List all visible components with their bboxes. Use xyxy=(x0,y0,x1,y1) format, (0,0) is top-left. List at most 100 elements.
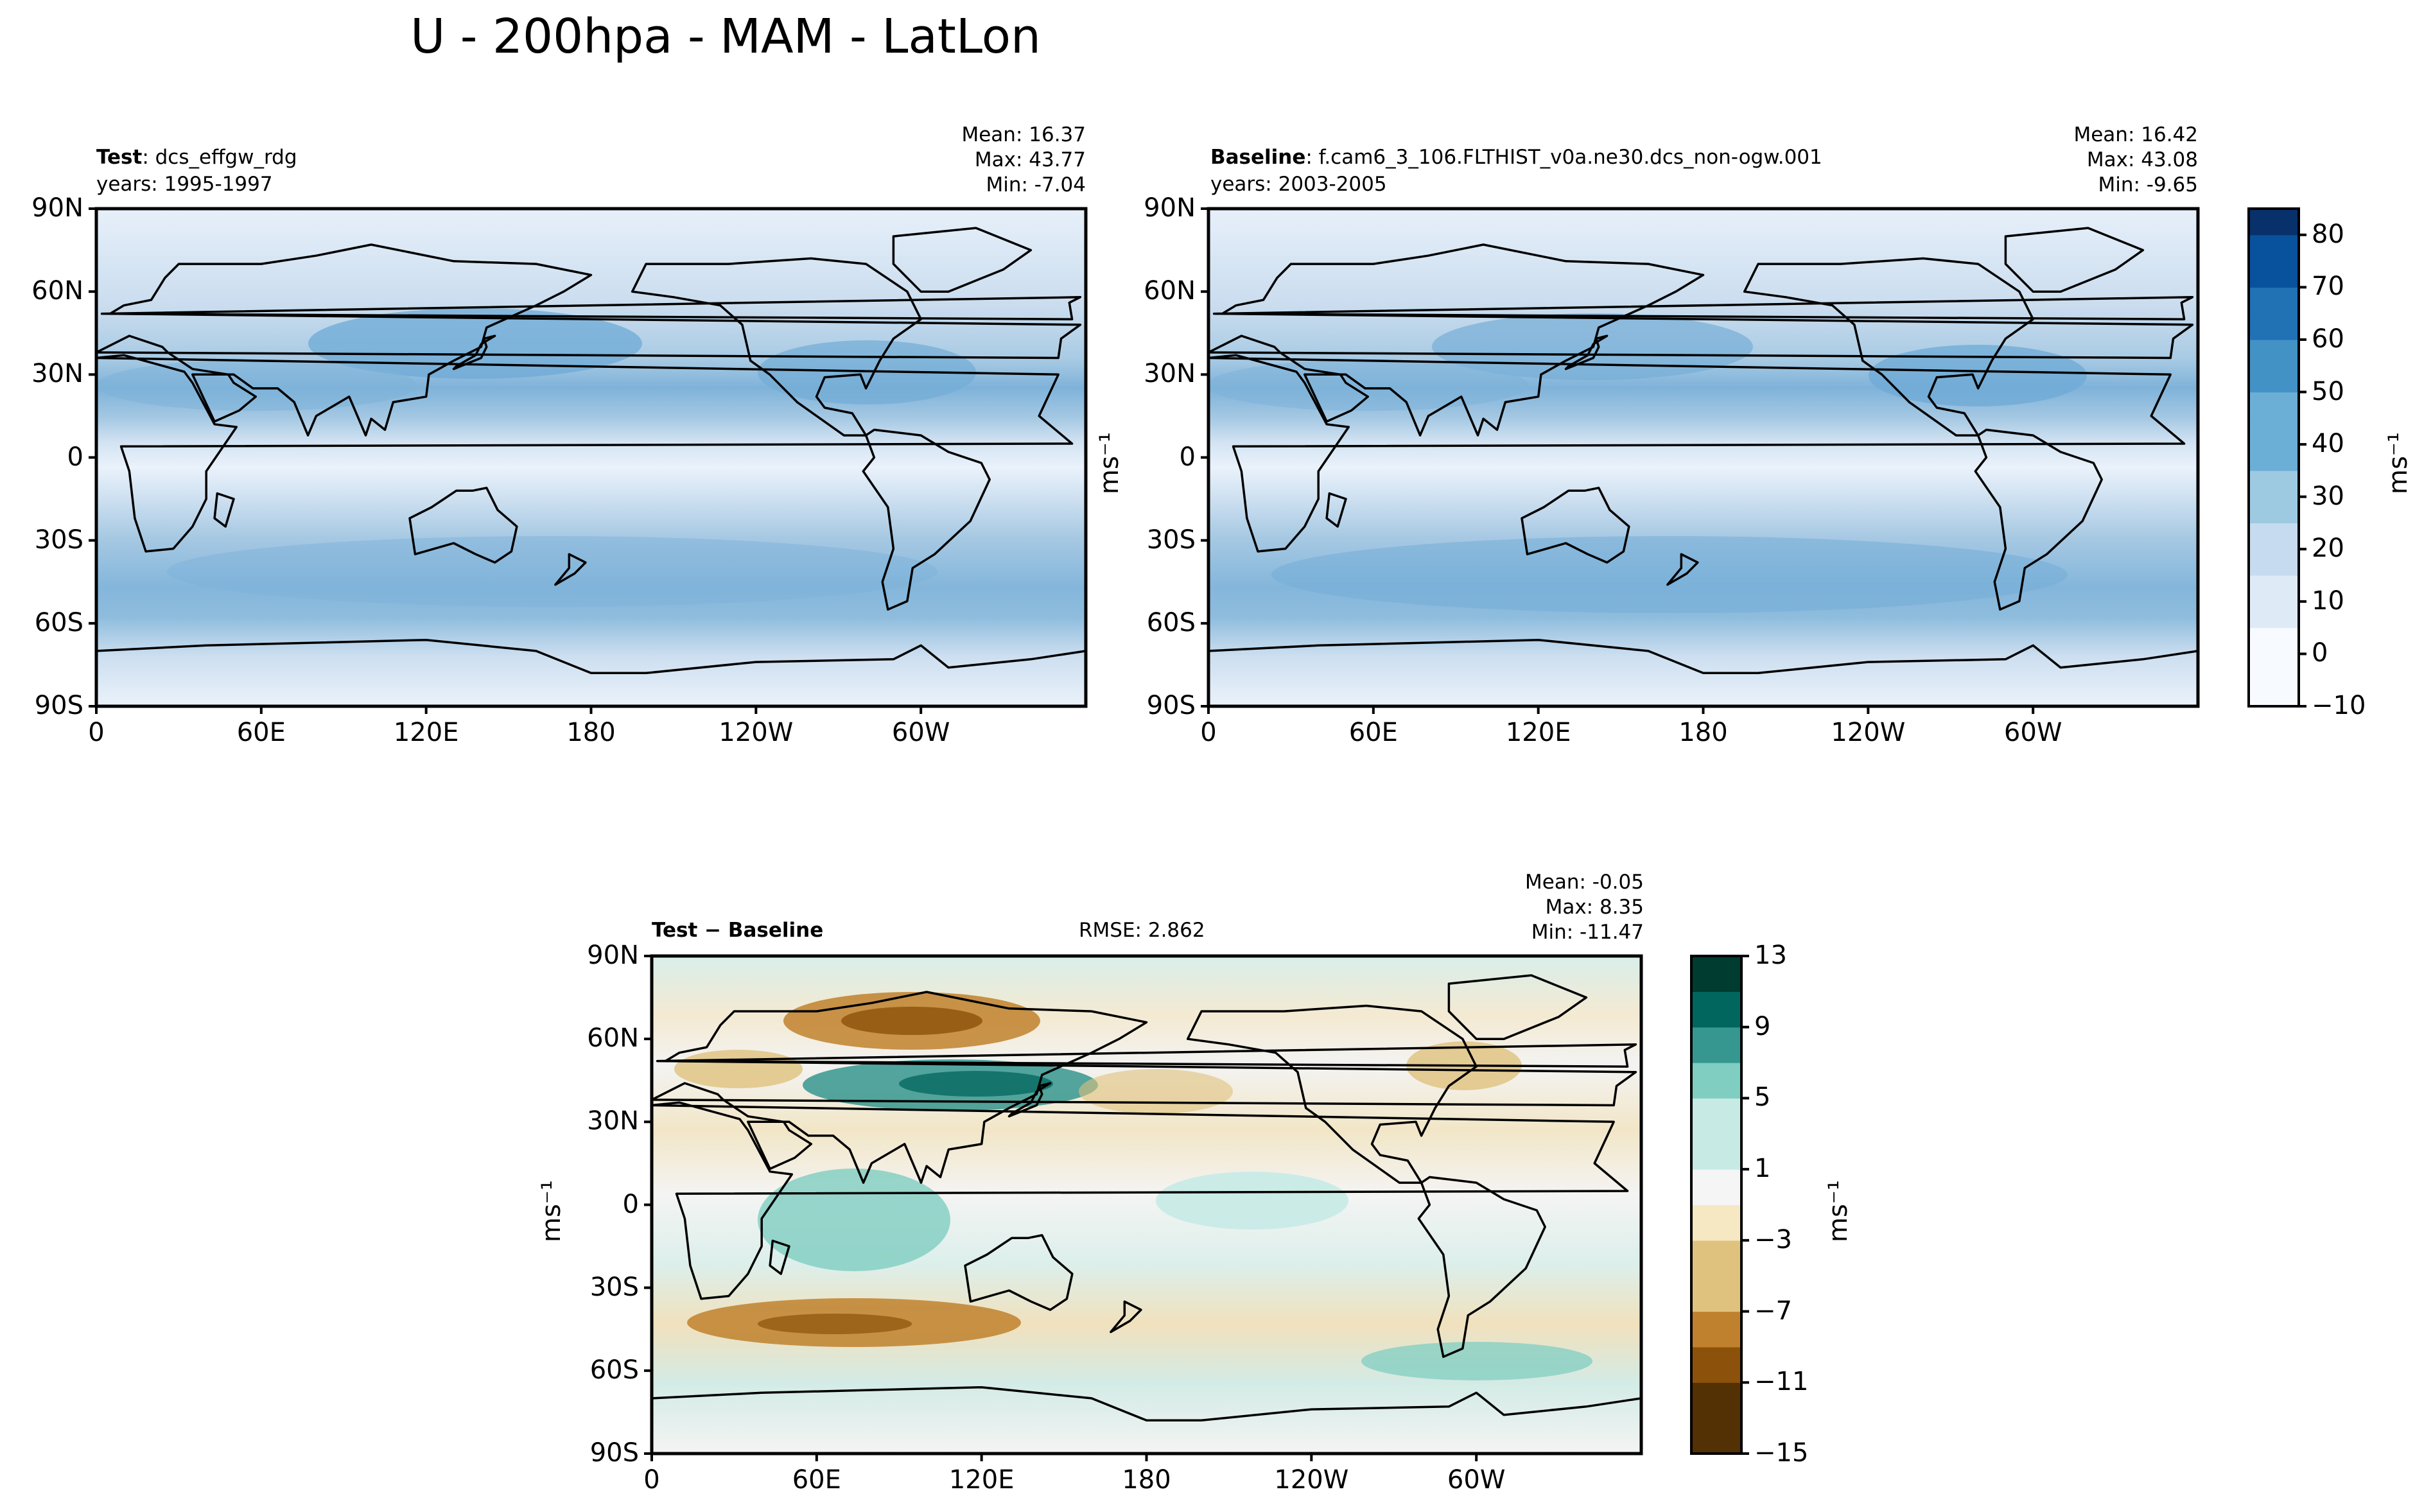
diff-xtick-label: 60E xyxy=(792,1465,841,1495)
baseline-coast-namerica xyxy=(1743,257,2034,437)
seq-colorbar-tick-label: 30 xyxy=(2312,481,2344,511)
div-colorbar-tick-label: 9 xyxy=(1754,1011,1771,1041)
diff-coast-japan xyxy=(1007,1082,1052,1118)
baseline-label-bold: Baseline xyxy=(1210,146,1306,169)
baseline-jet-africa xyxy=(1207,360,1528,411)
baseline-xtick-label: 60W xyxy=(2003,718,2062,747)
div-colorbar-band xyxy=(1691,1204,1741,1241)
test-max: Max: 43.77 xyxy=(974,148,1086,171)
diff-coast-eurasia xyxy=(650,991,1637,1184)
seq-colorbar-band xyxy=(2249,444,2299,471)
seq-colorbar-band xyxy=(2249,575,2299,602)
div-colorbar-band xyxy=(1691,1311,1741,1348)
seq-colorbar-band xyxy=(2249,209,2299,236)
baseline-coast-madagascar xyxy=(1325,492,1347,528)
seq-colorbar-tick-label: 0 xyxy=(2312,638,2328,668)
test-xtick-label: 0 xyxy=(88,718,105,747)
diff-min: Min: -11.47 xyxy=(1531,921,1644,944)
baseline-coast-africa xyxy=(1207,354,2186,553)
test-map-field xyxy=(96,209,1086,706)
seq-colorbar-band xyxy=(2249,234,2299,262)
test-ytick-label: 90S xyxy=(34,691,83,720)
diff-blob-europe-neg xyxy=(674,1050,803,1088)
baseline-map xyxy=(1207,207,2200,708)
diff-blob-south-core xyxy=(758,1314,912,1334)
div-colorbar-band xyxy=(1691,1133,1741,1170)
seq-colorbar-band xyxy=(2249,601,2299,629)
seq-colorbar-band xyxy=(2249,313,2299,340)
test-coast-madagascar xyxy=(213,492,235,528)
test-coast-samerica xyxy=(862,428,991,611)
div-colorbar-tick-label: −7 xyxy=(1754,1296,1792,1326)
diff-label: Test − Baseline xyxy=(652,919,823,942)
test-map xyxy=(94,207,1088,708)
test-coast-africa xyxy=(95,354,1074,553)
baseline-ytick-label: 60N xyxy=(1144,276,1196,306)
div-colorbar-band xyxy=(1691,956,1741,992)
seq-colorbar-frame xyxy=(2247,207,2300,708)
diff-blob-asia-core xyxy=(899,1071,1053,1097)
test-ytick-label: 0 xyxy=(67,442,83,472)
diff-xtick-label: 60W xyxy=(1447,1465,1506,1495)
div-colorbar-tick-label: 5 xyxy=(1754,1082,1771,1113)
seq-colorbar-band xyxy=(2249,680,2299,707)
diff-coastlines xyxy=(650,974,1643,1455)
div-colorbar-band xyxy=(1691,1240,1741,1276)
diff-rmse: RMSE: 2.862 xyxy=(1079,919,1205,942)
baseline-jet-atlantic xyxy=(1869,345,2087,406)
baseline-coast-eurasia xyxy=(1207,243,2194,437)
test-ytick-label: 60N xyxy=(31,276,83,306)
seq-colorbar-band xyxy=(2249,418,2299,445)
baseline-coast-arabia xyxy=(1303,373,1370,423)
div-colorbar-tick-label: 13 xyxy=(1754,941,1787,970)
baseline-min: Min: -9.65 xyxy=(2098,173,2198,196)
diff-blob-pacific-neg xyxy=(1079,1069,1233,1114)
diff-xtick-label: 120E xyxy=(948,1465,1015,1495)
diff-mean: Mean: -0.05 xyxy=(1525,871,1644,894)
diff-blob-siberia-core xyxy=(841,1007,982,1035)
seq-colorbar-tick-label: −10 xyxy=(2312,691,2366,720)
test-xtick-label: 60E xyxy=(236,718,286,747)
test-ytick-label: 60S xyxy=(34,607,83,638)
diff-coast-arabia xyxy=(747,1120,813,1170)
baseline-max: Max: 43.08 xyxy=(2086,148,2198,171)
div-colorbar-tick-label: −3 xyxy=(1754,1224,1792,1255)
diff-xtick-label: 120W xyxy=(1274,1465,1349,1495)
seq-colorbar-band xyxy=(2249,339,2299,367)
diff-ytick-label: 30N xyxy=(587,1106,639,1136)
seq-colorbar-band xyxy=(2249,549,2299,576)
seq-colorbar-tick-label: 40 xyxy=(2312,429,2344,459)
baseline-ytick-label: 30N xyxy=(1144,359,1196,389)
div-colorbar-band xyxy=(1691,1276,1741,1312)
test-coast-greenland xyxy=(892,227,1033,293)
baseline-years: years: 2003-2005 xyxy=(1210,173,1387,196)
test-xtick-label: 120W xyxy=(719,718,794,747)
test-ytick-label: 30N xyxy=(31,359,83,389)
diff-coast-samerica xyxy=(1417,1176,1546,1359)
diff-coast-namerica xyxy=(1186,1004,1478,1184)
baseline-coast-samerica xyxy=(1974,428,2103,611)
div-colorbar-tick-label: −15 xyxy=(1754,1438,1809,1468)
diff-coast-uk xyxy=(656,1043,1637,1068)
div-colorbar-frame xyxy=(1690,955,1743,1455)
diff-ytick-label: 0 xyxy=(622,1189,639,1219)
diff-blob-pacific-pos xyxy=(1156,1172,1348,1230)
baseline-coast-uk xyxy=(1212,296,2194,320)
diff-blob-sa-pos xyxy=(1361,1342,1592,1380)
div-colorbar-tick-label: 1 xyxy=(1754,1154,1771,1184)
diff-ytick-label: 60S xyxy=(589,1355,639,1385)
baseline-ytick-label: 90S xyxy=(1146,691,1196,720)
baseline-label: Baseline: f.cam6_3_106.FLTHIST_v0a.ne30.… xyxy=(1210,146,1822,169)
test-coast-eurasia xyxy=(95,243,1082,437)
figure-title: U - 200hpa - MAM - LatLon xyxy=(410,9,1041,64)
seq-colorbar-band xyxy=(2249,523,2299,550)
diff-xtick-label: 180 xyxy=(1122,1465,1171,1495)
seq-colorbar-band xyxy=(2249,654,2299,681)
baseline-xtick-label: 60E xyxy=(1348,718,1398,747)
baseline-ytick-label: 30S xyxy=(1146,525,1196,555)
test-years: years: 1995-1997 xyxy=(96,173,273,196)
test-coast-uk xyxy=(100,296,1082,320)
baseline-xtick-label: 0 xyxy=(1200,718,1217,747)
test-coast-namerica xyxy=(631,257,922,437)
diff-coast-newzealand xyxy=(1110,1300,1142,1334)
